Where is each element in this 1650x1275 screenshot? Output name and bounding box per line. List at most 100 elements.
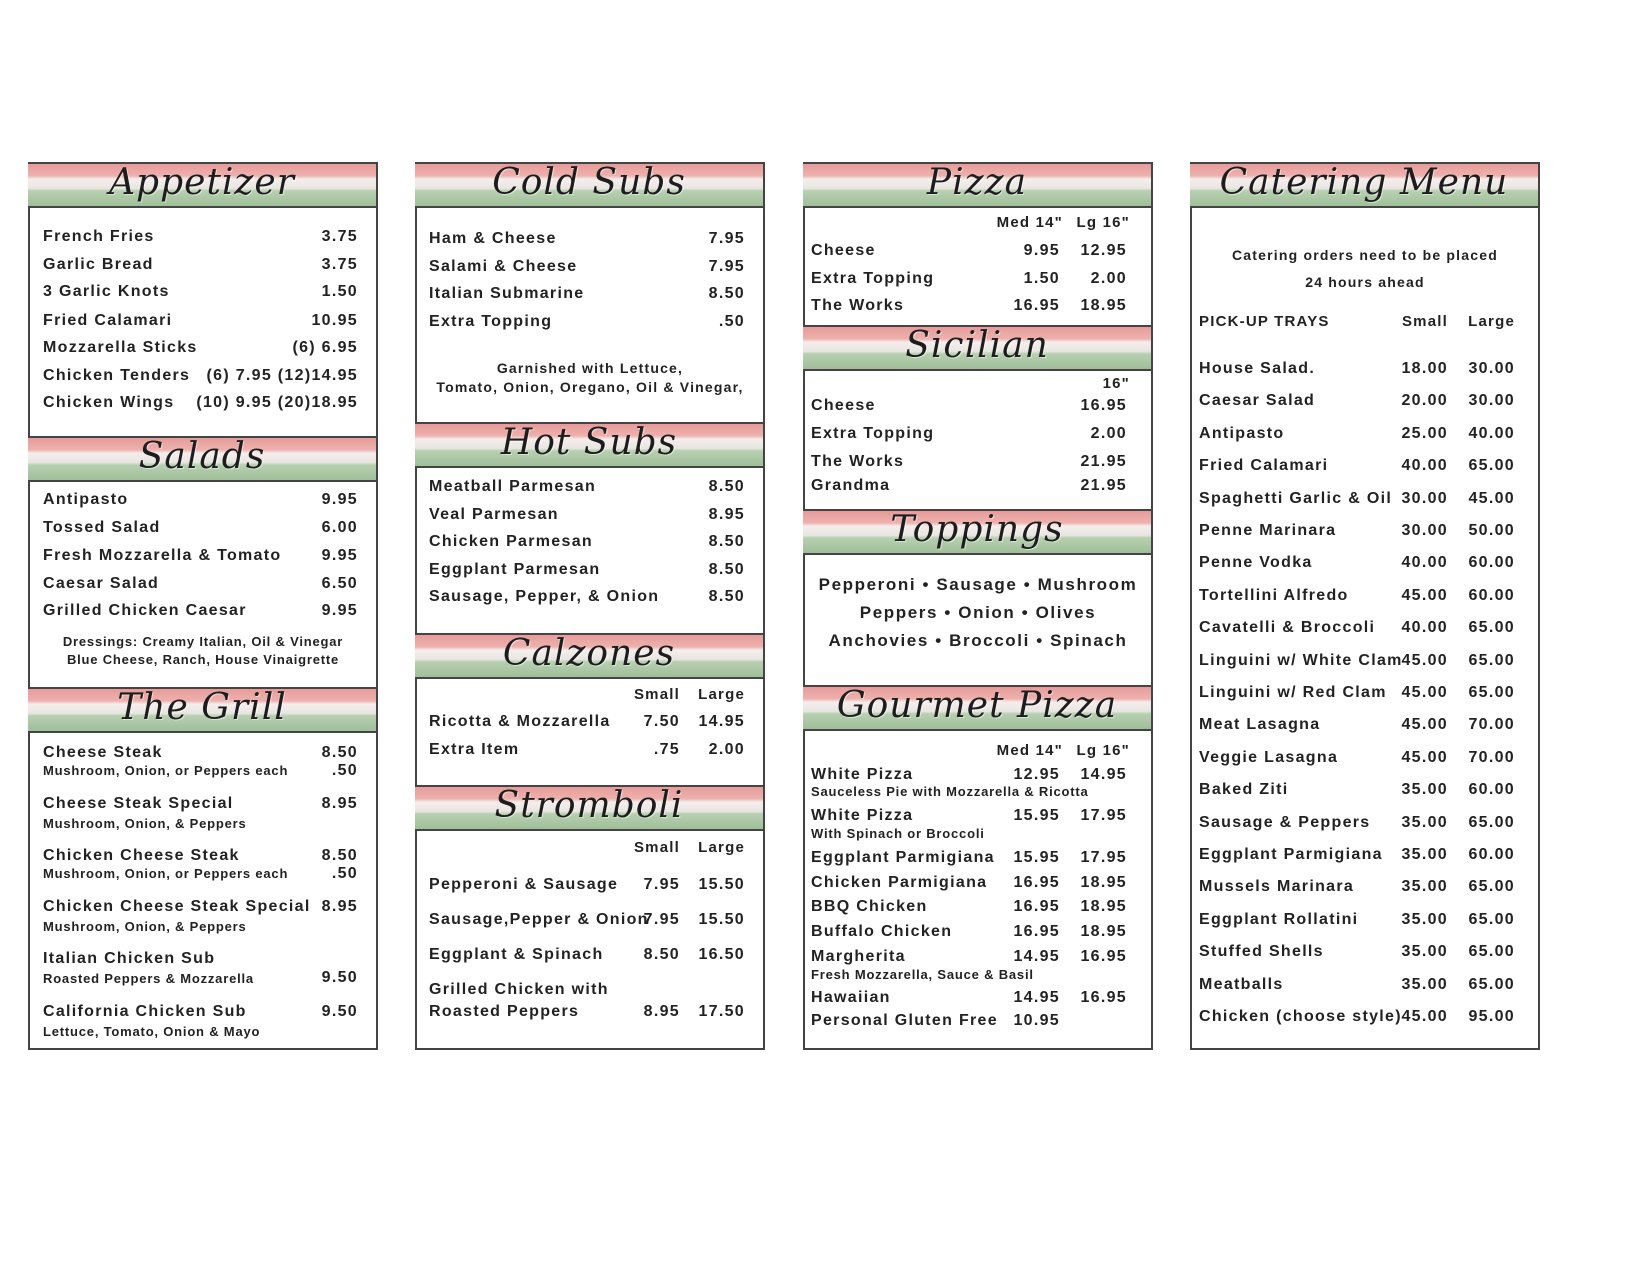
menu-item-name: Fresh Mozzarella & Tomato — [43, 547, 282, 564]
menu-item-description: Mushroom, Onion, & Peppers — [43, 919, 247, 934]
section-title: Gourmet Pizza — [836, 685, 1118, 726]
menu-item-name: Roasted Peppers — [429, 1003, 580, 1020]
menu-item-price: 35.00 — [1401, 943, 1448, 961]
menu-item-price: 21.95 — [1080, 453, 1127, 470]
menu-item-name: Pepperoni & Sausage — [429, 876, 619, 893]
menu-item-name: Mozzarella Sticks — [43, 339, 198, 356]
section-title: Toppings — [890, 509, 1064, 550]
menu-item-price: 15.50 — [698, 911, 745, 928]
menu-item-price: 16.95 — [1013, 297, 1060, 314]
menu-item-price: 10.95 — [1013, 1012, 1060, 1029]
menu-item-price: 35.00 — [1401, 846, 1448, 863]
menu-item-name: Grandma — [811, 477, 891, 494]
menu-item-price: 35.00 — [1401, 975, 1448, 993]
section-banner: Calzones — [415, 633, 763, 679]
menu-item-name: California Chicken Sub — [43, 1003, 247, 1020]
menu-item-name: Fried Calamari — [43, 312, 173, 329]
section-note: 24 hours ahead — [1305, 274, 1425, 290]
section-banner: Catering Menu — [1190, 162, 1538, 208]
column-header-label: PICK-UP TRAYS — [1199, 313, 1330, 330]
menu-item-price: 8.50 — [708, 478, 745, 495]
section-banner: Appetizer — [28, 162, 376, 208]
menu-item-price: 9.95 — [321, 547, 358, 564]
menu-panel — [28, 162, 378, 1050]
menu-item-price: 18.95 — [1080, 297, 1127, 314]
menu-item-price: 8.95 — [321, 795, 358, 812]
menu-item-price: 65.00 — [1468, 878, 1515, 896]
menu-item-price: 8.50 — [708, 533, 745, 550]
menu-item-name: Margherita — [811, 948, 906, 965]
section-title: Pizza — [926, 162, 1028, 203]
menu-item-name: House Salad. — [1199, 360, 1316, 377]
menu-item-price: 65.00 — [1468, 910, 1515, 928]
menu-item-price: 8.50 — [321, 744, 358, 761]
menu-panel — [803, 162, 1153, 1050]
menu-item-name: Caesar Salad — [1199, 392, 1316, 410]
menu-item-price: 3.75 — [321, 256, 358, 273]
toppings-line: Peppers • Onion • Olives — [859, 603, 1097, 622]
menu-item-price: 65.00 — [1468, 813, 1515, 831]
menu-item-price: 15.95 — [1013, 807, 1060, 824]
column-header: Small — [1401, 313, 1448, 330]
menu-item-name: Eggplant Parmigiana — [811, 849, 995, 866]
menu-item-price: 14.95 — [1080, 766, 1127, 783]
menu-item-price: 8.95 — [643, 1003, 680, 1020]
menu-item-price: 9.50 — [321, 969, 358, 986]
menu-item-name: Cheese — [811, 242, 876, 259]
menu-item-name: Sausage, Pepper, & Onion — [429, 588, 660, 605]
section-banner: Salads — [28, 436, 376, 482]
section-title: The Grill — [117, 687, 287, 728]
menu-item-price: 45.00 — [1401, 748, 1448, 766]
section-title: Salads — [138, 436, 266, 477]
menu-item-price: 10.95 — [311, 312, 358, 329]
menu-item-name: Eggplant Parmesan — [429, 561, 601, 578]
column-header: 16" — [1102, 375, 1130, 392]
menu-item-price: 20.00 — [1401, 392, 1448, 410]
menu-item-name: Sausage & Peppers — [1199, 813, 1371, 831]
menu-item-price: 17.50 — [698, 1003, 745, 1020]
column-header: Small — [633, 839, 680, 856]
menu-item-price: 18.00 — [1401, 360, 1448, 377]
menu-item-price: 7.95 — [708, 258, 745, 275]
menu-item-price: 16.95 — [1080, 989, 1127, 1006]
menu-item-name: Meatballs — [1199, 975, 1284, 993]
menu-item-price: 25.00 — [1401, 424, 1448, 442]
menu-item-name: Chicken Parmigiana — [811, 874, 988, 891]
section-banner: Toppings — [803, 509, 1151, 555]
menu-item-name: Linguini w/ White Clam — [1199, 651, 1403, 669]
section-banner: Gourmet Pizza — [803, 685, 1151, 731]
menu-item-price: 6.50 — [321, 575, 358, 592]
column-header: Small — [633, 686, 680, 703]
menu-item-price: 45.00 — [1401, 586, 1448, 604]
menu-item-name: Stuffed Shells — [1199, 943, 1324, 961]
menu-item-price: 6.00 — [321, 519, 358, 536]
menu-item-name: Caesar Salad — [43, 575, 160, 592]
menu-item-name: 3 Garlic Knots — [43, 283, 170, 300]
menu-item-name: Antipasto — [1199, 424, 1285, 442]
menu-item-price: 14.95 — [1013, 989, 1060, 1006]
menu-item-price: 16.95 — [1013, 874, 1060, 891]
menu-item-price: 8.50 — [643, 946, 680, 963]
section-note: Tomato, Onion, Oregano, Oil & Vinegar, — [436, 379, 744, 395]
menu-item-price: 40.00 — [1401, 457, 1448, 475]
menu-item-price: 9.95 — [1023, 242, 1060, 259]
menu-item-name: Chicken Cheese Steak Special — [43, 898, 311, 915]
menu-item-name: Eggplant & Spinach — [429, 946, 604, 963]
menu-item-price: 60.00 — [1468, 586, 1515, 604]
menu-item-name: Cheese Steak Special — [43, 795, 234, 812]
menu-item-description: Mushroom, Onion, & Peppers — [43, 816, 247, 831]
menu-item-name: Veggie Lasagna — [1199, 748, 1339, 766]
column-header: Lg 16" — [1076, 214, 1130, 231]
menu-item-name: The Works — [811, 297, 905, 314]
section-title: Cold Subs — [492, 162, 686, 203]
section-note: Blue Cheese, Ranch, House Vinaigrette — [66, 652, 340, 667]
menu-item-price: 70.00 — [1468, 716, 1515, 734]
column-header: Large — [698, 839, 745, 856]
menu-item-name: Penne Marinara — [1199, 522, 1337, 539]
menu-item-name: Extra Topping — [429, 313, 553, 330]
section-title: Appetizer — [109, 162, 295, 203]
menu-item-price: 60.00 — [1468, 846, 1515, 863]
section-title: Sicilian — [905, 325, 1049, 366]
section-banner: Hot Subs — [415, 422, 763, 468]
menu-item-name: Chicken Wings — [43, 394, 175, 411]
